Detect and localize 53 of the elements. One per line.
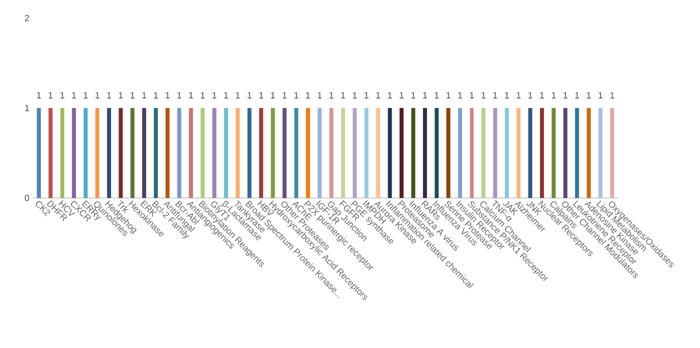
data-label: 1 <box>341 92 346 98</box>
data-label: 1 <box>564 92 568 98</box>
data-label: 1 <box>48 92 53 98</box>
data-label: 1 <box>552 92 556 98</box>
data-label: 1 <box>540 92 544 98</box>
data-label: 1 <box>212 92 216 98</box>
data-label: 1 <box>610 92 614 98</box>
data-label: 1 <box>118 92 123 98</box>
data-label: 1 <box>493 92 498 98</box>
data-label: 1 <box>330 92 334 98</box>
data-label: 1 <box>388 92 392 98</box>
data-label: 1 <box>434 92 439 98</box>
data-label: 1 <box>586 92 591 98</box>
data-label: 1 <box>598 92 603 98</box>
data-label: 1 <box>528 92 532 98</box>
data-label: 1 <box>318 92 322 98</box>
data-label: 1 <box>177 92 182 98</box>
data-label: 1 <box>458 92 462 98</box>
data-label: 1 <box>400 92 404 98</box>
y-tick-label: 1 <box>25 104 30 112</box>
data-label: 1 <box>516 92 521 98</box>
data-label: 1 <box>282 92 287 98</box>
data-label: 1 <box>259 92 264 98</box>
data-label: 1 <box>364 92 369 98</box>
data-label: 1 <box>84 92 88 98</box>
data-label: 1 <box>236 92 240 98</box>
data-label: 1 <box>107 92 112 98</box>
data-label: 1 <box>470 92 474 98</box>
data-label: 1 <box>60 92 64 98</box>
data-label: 1 <box>294 92 298 98</box>
data-label: 1 <box>224 92 228 98</box>
data-label: 1 <box>423 92 428 98</box>
data-label: 1 <box>130 92 135 98</box>
data-label: 1 <box>376 92 380 98</box>
data-label: 1 <box>248 92 252 98</box>
data-label: 1 <box>166 92 170 98</box>
data-label: 1 <box>200 92 205 98</box>
data-label: 1 <box>446 92 450 98</box>
data-label: 1 <box>72 92 76 98</box>
data-label: 1 <box>154 92 158 98</box>
data-label: 1 <box>482 92 486 98</box>
y-tick-label: 2 <box>24 14 30 22</box>
data-label: 1 <box>352 92 357 98</box>
data-label: 1 <box>505 92 509 98</box>
data-label: 1 <box>575 92 580 98</box>
data-label: 1 <box>37 92 41 98</box>
data-label: 1 <box>271 92 275 98</box>
y-tick-label: 0 <box>24 194 30 202</box>
data-label: 1 <box>142 92 146 98</box>
data-label: 1 <box>189 92 194 98</box>
data-label: 1 <box>96 92 100 98</box>
data-label: 1 <box>411 92 416 98</box>
data-label: 1 <box>306 92 310 98</box>
